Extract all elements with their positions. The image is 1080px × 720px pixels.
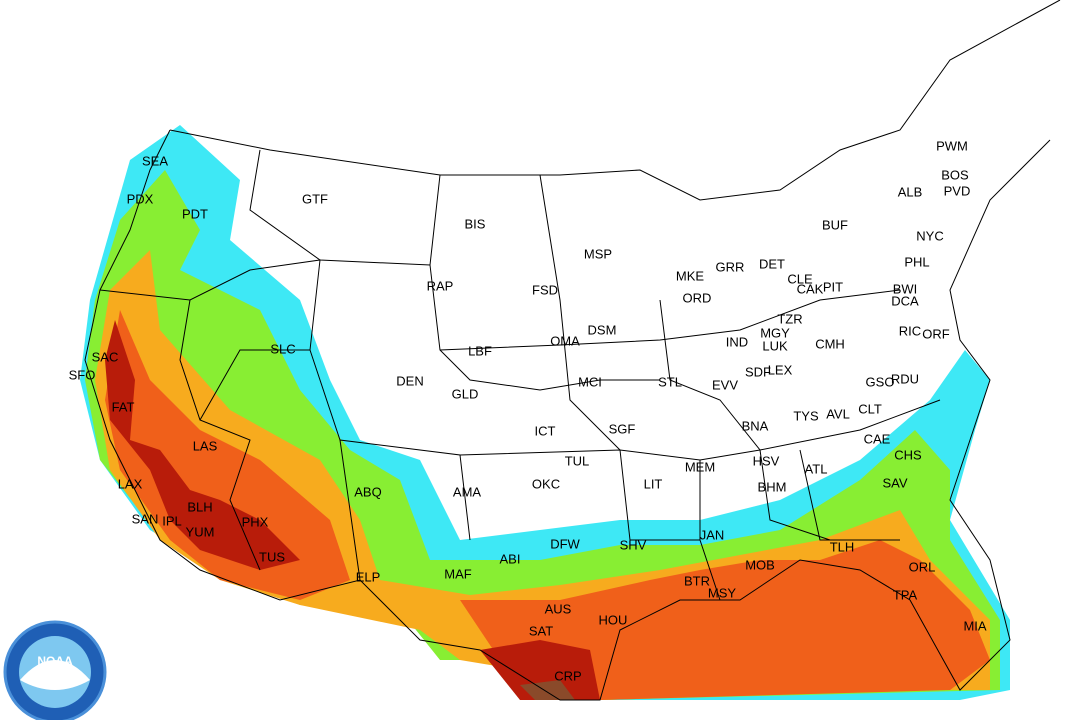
station-label: MEM: [685, 459, 715, 474]
station-label: MKE: [676, 268, 705, 283]
station-label: PVD: [944, 183, 971, 198]
station-label: IND: [726, 334, 748, 349]
station-label: BLH: [187, 499, 212, 514]
station-label: SEA: [142, 153, 168, 168]
station-label: MSY: [708, 585, 737, 600]
station-label: GTF: [302, 191, 328, 206]
station-label: AVL: [826, 406, 850, 421]
station-label: FAT: [112, 399, 135, 414]
station-label: CLT: [858, 401, 882, 416]
station-label: LBF: [468, 343, 492, 358]
station-label: ORF: [922, 326, 950, 341]
station-label: PIT: [823, 279, 843, 294]
station-label: SAC: [92, 349, 119, 364]
precip-shading: [80, 125, 1010, 700]
station-label: CHS: [894, 447, 922, 462]
station-label: DFW: [550, 536, 580, 551]
station-label: HSV: [753, 453, 780, 468]
station-label: HOU: [599, 612, 628, 627]
station-label: RAP: [427, 278, 454, 293]
station-label: LIT: [644, 476, 663, 491]
station-label: ICT: [535, 423, 556, 438]
station-label: TZR: [777, 311, 802, 326]
station-label: MCI: [578, 374, 602, 389]
logo-text: NOAA: [37, 654, 73, 668]
station-label: LAS: [193, 438, 218, 453]
station-label: DEN: [396, 373, 423, 388]
station-label: BIS: [465, 216, 486, 231]
station-label: CMH: [815, 336, 845, 351]
station-label: MAF: [444, 566, 472, 581]
labels: SEA PDX PDT GTF BIS MSP RAP FSD SLC DEN LBF GLD OMA D…: [69, 138, 987, 683]
station-label: CAK: [797, 281, 824, 296]
station-label: MSP: [584, 246, 612, 261]
station-label: DCA: [891, 293, 919, 308]
station-label: AMA: [453, 484, 482, 499]
station-label: BUF: [822, 217, 848, 232]
station-label: ATL: [805, 461, 828, 476]
station-label: YUM: [186, 524, 215, 539]
station-label: BWI: [893, 281, 918, 296]
station-label: TPA: [893, 587, 918, 602]
station-label: RDU: [891, 371, 919, 386]
station-label: ABI: [500, 551, 521, 566]
station-label: NYC: [916, 228, 943, 243]
station-label: CRP: [554, 668, 581, 683]
station-label: AUS: [545, 601, 572, 616]
station-label: ORD: [683, 290, 712, 305]
station-label: PHL: [904, 254, 929, 269]
station-label: PDX: [127, 191, 154, 206]
station-label: SHV: [620, 537, 647, 552]
station-label: SLC: [270, 341, 295, 356]
station-label: LEX: [768, 362, 793, 377]
station-label: PWM: [936, 138, 968, 153]
station-label: GSO: [866, 374, 895, 389]
station-label: ORL: [909, 559, 936, 574]
logo-gull: [20, 660, 90, 690]
station-label: ALB: [898, 184, 923, 199]
station-label: BTR: [684, 573, 710, 588]
station-label: BHM: [758, 479, 787, 494]
station-label: EVV: [712, 377, 738, 392]
station-label: GRR: [716, 259, 745, 274]
station-label: SDF: [745, 364, 771, 379]
station-label: SAN: [132, 511, 159, 526]
station-label: CAE: [864, 431, 891, 446]
station-label: PHX: [242, 514, 269, 529]
station-label: GLD: [452, 386, 479, 401]
station-label: DET: [759, 256, 785, 271]
borders: [84, 0, 1061, 701]
station-label: IPL: [162, 513, 182, 528]
station-label: MGY: [760, 325, 790, 340]
station-label: LAX: [118, 476, 143, 491]
station-label: LUK: [762, 338, 788, 353]
station-label: MIA: [963, 618, 986, 633]
station-label: DSM: [588, 322, 617, 337]
station-label: BOS: [941, 167, 969, 182]
station-label: TUL: [565, 453, 590, 468]
station-label: OMA: [550, 333, 580, 348]
station-label: STL: [658, 374, 682, 389]
station-label: RIC: [899, 323, 921, 338]
station-label: CLE: [787, 271, 813, 286]
station-label: FSD: [532, 282, 558, 297]
station-label: TUS: [259, 549, 285, 564]
station-label: JAN: [700, 527, 725, 542]
station-label: MOB: [745, 557, 775, 572]
station-label: ELP: [356, 569, 381, 584]
station-label: SAV: [882, 475, 907, 490]
station-label: TLH: [830, 539, 855, 554]
station-label: OKC: [532, 476, 560, 491]
station-label: SFO: [69, 367, 96, 382]
station-label: TYS: [793, 408, 819, 423]
station-label: PDT: [182, 206, 208, 221]
station-label: SGF: [609, 421, 636, 436]
station-label: ABQ: [354, 484, 381, 499]
noaa-logo: NOAA: [3, 620, 107, 720]
station-label: SAT: [529, 623, 553, 638]
station-label: BNA: [742, 418, 769, 433]
